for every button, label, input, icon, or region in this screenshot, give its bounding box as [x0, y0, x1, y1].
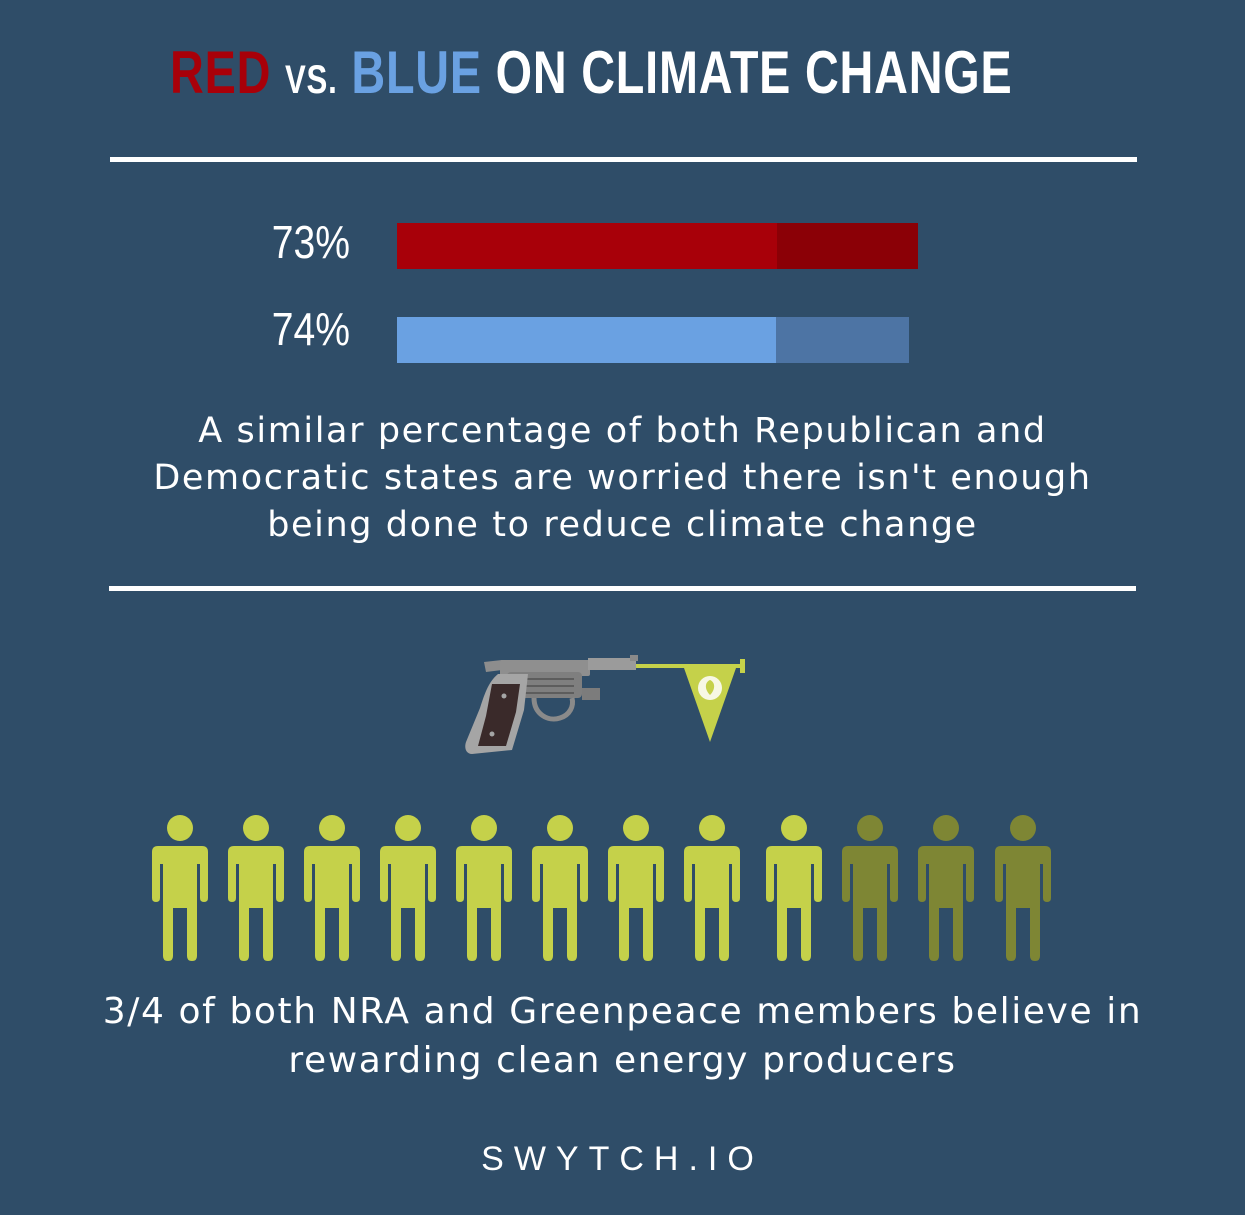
- title-vs: VS.: [284, 58, 338, 102]
- bar-label-democratic: 74%: [271, 303, 350, 355]
- person-icon: [995, 815, 1051, 961]
- person-icon: [532, 815, 588, 961]
- caption-nra-greenpeace: 3/4 of both NRA and Greenpeace members b…: [60, 987, 1185, 1085]
- top-divider: [110, 157, 1137, 162]
- person-icon: [228, 815, 284, 961]
- caption-nra-line1: 3/4 of both NRA and Greenpeace members b…: [102, 991, 1143, 1032]
- caption-nra-line2: rewarding clean energy producers: [288, 1040, 957, 1081]
- caption-states-line1: A similar percentage of both Republican …: [198, 411, 1047, 451]
- person-icon: [380, 815, 436, 961]
- caption-states-line2: Democratic states are worried there isn'…: [153, 458, 1092, 498]
- title-red: RED: [170, 39, 272, 106]
- person-icon: [456, 815, 512, 961]
- title: RED VS. BLUE ON CLIMATE CHANGE: [170, 38, 1012, 107]
- person-icon: [304, 815, 360, 961]
- title-blue: BLUE: [351, 39, 482, 106]
- caption-states: A similar percentage of both Republican …: [60, 408, 1185, 549]
- person-icon: [684, 815, 740, 961]
- brand-footer: SWYTCH.IO: [481, 1140, 764, 1178]
- bar-label-republican: 73%: [271, 216, 350, 268]
- title-rest: ON CLIMATE CHANGE: [495, 39, 1013, 106]
- person-icon: [608, 815, 664, 961]
- revolver-flag-icon: [465, 655, 745, 754]
- bar-fill-republican: [397, 223, 778, 269]
- person-icon: [918, 815, 974, 961]
- person-icon: [152, 815, 208, 961]
- person-icon: [842, 815, 898, 961]
- bar-democratic: [397, 317, 909, 363]
- bar-fill-democratic: [397, 317, 776, 363]
- bar-republican: [397, 223, 918, 269]
- middle-divider: [109, 586, 1136, 591]
- person-icon: [766, 815, 822, 961]
- caption-states-line3: being done to reduce climate change: [267, 505, 978, 545]
